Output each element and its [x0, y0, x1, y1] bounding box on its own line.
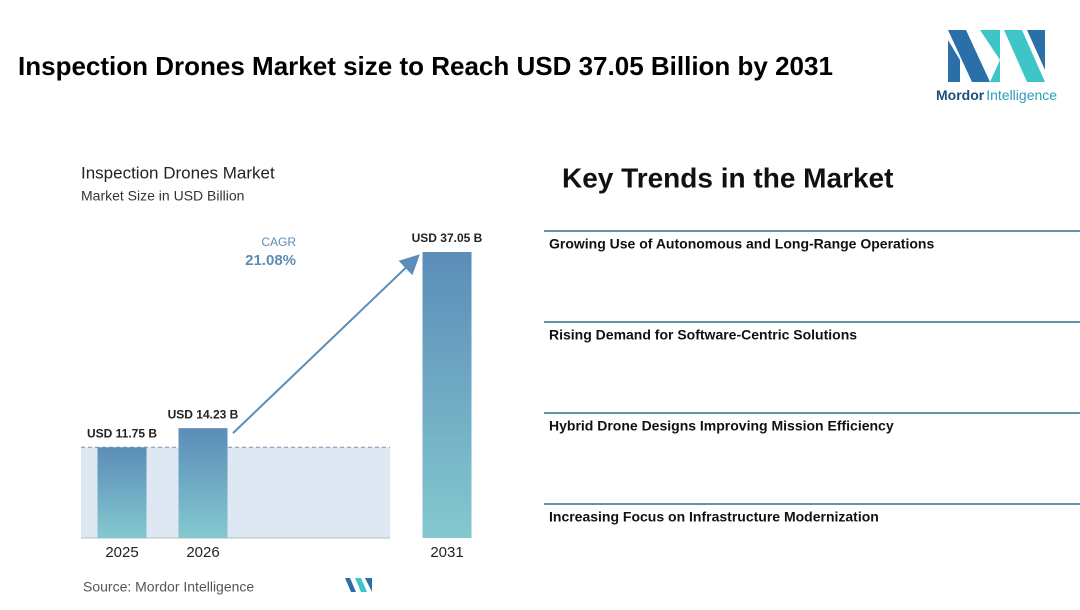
trend-item: Rising Demand for Software-Centric Solut… [549, 327, 857, 343]
logo-text: Mordor Intelligence [936, 87, 1057, 103]
bar [422, 252, 472, 538]
page-title: Inspection Drones Market size to Reach U… [18, 51, 833, 81]
logo-brand: Mordor [936, 87, 985, 103]
source: Source: Mordor Intelligence [83, 579, 254, 595]
trend-item: Hybrid Drone Designs Improving Mission E… [549, 418, 894, 434]
x-tick-label: 2025 [105, 544, 138, 561]
logo [948, 30, 1045, 82]
value-label: USD 37.05 B [412, 231, 483, 245]
logo-suffix: Intelligence [986, 87, 1057, 103]
x-tick-label: 2026 [186, 544, 219, 561]
small-logo [345, 578, 372, 592]
cagr-arrow [232, 254, 420, 434]
bar [178, 428, 228, 538]
cagr-value: 21.08% [245, 252, 296, 269]
cagr-label: CAGR [261, 235, 296, 249]
trends-title: Key Trends in the Market [562, 162, 893, 193]
value-label: USD 11.75 B [87, 426, 157, 440]
trend-item: Growing Use of Autonomous and Long-Range… [549, 236, 934, 252]
chart-title: Inspection Drones Market [81, 163, 275, 182]
bar [97, 447, 147, 538]
value-label: USD 14.23 B [168, 407, 239, 421]
x-tick-label: 2031 [430, 544, 463, 561]
chart-subtitle: Market Size in USD Billion [81, 188, 244, 204]
trend-item: Increasing Focus on Infrastructure Moder… [549, 509, 879, 525]
